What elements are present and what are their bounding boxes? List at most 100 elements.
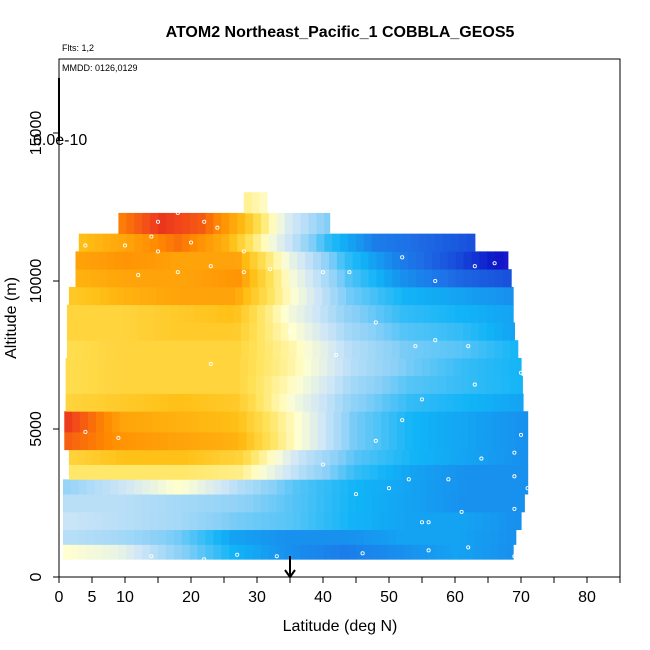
heatmap-cell: [134, 511, 143, 531]
heatmap-cell: [272, 322, 282, 341]
heatmap-cell: [229, 544, 238, 560]
heatmap-cell: [91, 251, 100, 270]
heatmap-cell: [66, 322, 76, 341]
heatmap-cell: [423, 304, 432, 323]
heatmap-cell: [506, 529, 515, 545]
heatmap-cell: [332, 494, 341, 513]
heatmap-cell: [178, 269, 187, 288]
flight-point: [175, 210, 180, 215]
heatmap-cell: [246, 411, 255, 433]
heatmap-cell: [216, 357, 225, 377]
heatmap-cell: [431, 340, 440, 359]
heatmap-cell: [247, 357, 257, 377]
heatmap-cell: [65, 393, 75, 412]
heatmap-cell: [407, 340, 416, 359]
heatmap-cell: [466, 479, 476, 495]
heatmap-cell: [449, 449, 458, 465]
heatmap-cell: [435, 544, 444, 560]
heatmap-cell: [118, 511, 127, 531]
heatmap-cell: [221, 529, 230, 545]
heatmap-cell: [200, 375, 209, 394]
heatmap-cell: [197, 544, 207, 560]
heatmap-cell: [134, 494, 143, 513]
heatmap-cell: [227, 286, 236, 306]
heatmap-cell: [308, 212, 317, 235]
heatmap-cell: [273, 251, 283, 270]
heatmap-cell: [110, 479, 119, 495]
heatmap-cell: [257, 322, 266, 341]
heatmap-cell: [468, 431, 477, 451]
heatmap-cell: [225, 251, 235, 270]
heatmap-cell: [423, 340, 432, 359]
heatmap-cell: [118, 529, 127, 545]
heatmap-cell: [433, 286, 442, 306]
heatmap-cell: [100, 464, 110, 480]
heatmap-cell: [243, 192, 253, 214]
heatmap-cell: [403, 494, 413, 513]
heatmap-cell: [154, 269, 164, 288]
heatmap-cell: [506, 511, 515, 531]
heatmap-cell: [458, 511, 468, 531]
heatmap-cell: [395, 479, 405, 495]
heatmap-cell: [466, 494, 476, 513]
heatmap-cell: [305, 251, 314, 270]
heatmap-cell: [449, 286, 458, 306]
heatmap-cell: [218, 269, 227, 288]
heatmap-cell: [222, 431, 232, 451]
heatmap-cell: [301, 411, 311, 433]
flight-point: [400, 255, 405, 260]
heatmap-cell: [92, 464, 102, 480]
heatmap-cell: [419, 233, 428, 252]
heatmap-cell: [482, 544, 492, 560]
x-tick-label: 60: [446, 589, 464, 606]
heatmap-cell: [444, 431, 453, 451]
heatmap-cell: [175, 431, 184, 451]
heatmap-cell: [447, 340, 456, 359]
heatmap-cell: [498, 479, 508, 495]
heatmap-cell: [340, 511, 349, 531]
heatmap-cell: [213, 212, 222, 235]
heatmap-cell: [340, 494, 349, 513]
heatmap-cell: [319, 375, 328, 394]
colorbar-label: 0.0e-10: [33, 132, 87, 149]
heatmap-cell: [150, 529, 159, 545]
heatmap-cell: [382, 375, 391, 394]
heatmap-cell: [107, 269, 116, 288]
heatmap-cell: [435, 494, 444, 513]
heatmap-cell: [419, 494, 428, 513]
heatmap-cell: [203, 449, 213, 465]
heatmap-cell: [466, 529, 476, 545]
heatmap-cell: [298, 464, 308, 480]
heatmap-cell: [365, 411, 374, 433]
heatmap-cell: [200, 393, 209, 412]
heatmap-cell: [169, 304, 179, 323]
heatmap-cell: [374, 357, 383, 377]
heatmap-cell: [177, 322, 187, 341]
flight-point: [334, 352, 339, 358]
heatmap-cell: [241, 340, 250, 359]
heatmap-cell: [482, 511, 492, 531]
heatmap-cell: [233, 340, 242, 359]
heatmap-cell: [286, 411, 295, 433]
heatmap-cell: [118, 233, 127, 252]
heatmap-cell: [158, 479, 167, 495]
heatmap-cell: [151, 431, 160, 451]
heatmap-cell: [97, 375, 106, 394]
heatmap-cell: [189, 233, 199, 252]
heatmap-cell: [409, 286, 418, 306]
heatmap-cell: [436, 411, 446, 433]
heatmap-cell: [138, 269, 148, 288]
heatmap-cell: [431, 251, 441, 270]
heatmap-cell: [208, 375, 217, 394]
heatmap-cell: [260, 479, 270, 495]
heatmap-cell: [455, 251, 465, 270]
flight-point: [373, 320, 378, 325]
heatmap-cell: [208, 357, 217, 377]
heatmap-cell: [326, 357, 336, 377]
heatmap-cell: [399, 304, 409, 323]
heatmap-cell: [80, 411, 89, 433]
heatmap-cell: [94, 544, 104, 560]
heatmap-cell: [425, 286, 434, 306]
heatmap-cell: [279, 357, 288, 377]
heatmap-cell: [316, 494, 325, 513]
